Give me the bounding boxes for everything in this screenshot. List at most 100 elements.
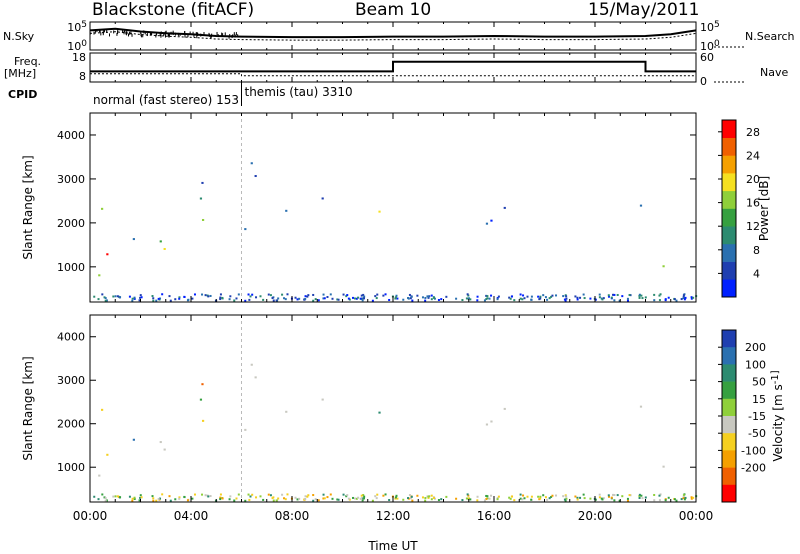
power-cell <box>307 294 310 297</box>
velocity-swatch <box>722 450 736 468</box>
velocity-cell <box>445 495 448 498</box>
power-cell <box>272 299 275 302</box>
velocity-cell <box>469 498 472 501</box>
velocity-cell <box>132 438 135 441</box>
velocity-cell <box>186 499 189 502</box>
velocity-cell <box>440 498 443 501</box>
freq-unit-label: [MHz] <box>4 67 37 80</box>
power-cell <box>684 296 687 299</box>
power-cell <box>244 228 247 231</box>
velocity-cell <box>131 497 134 500</box>
cpid-label: CPID <box>8 88 38 101</box>
power-cell <box>233 299 236 302</box>
velocity-cell <box>455 497 458 500</box>
power-cell <box>133 296 136 299</box>
velocity-cell <box>430 498 433 501</box>
velocity-cell <box>259 495 262 498</box>
velocity-cell <box>565 495 568 498</box>
power-cell <box>139 296 142 299</box>
power-cell <box>550 295 553 298</box>
power-cell <box>659 293 662 296</box>
power-cell <box>138 299 141 302</box>
power-cell <box>598 296 601 299</box>
power-cell <box>658 294 661 297</box>
noise-search-line <box>89 31 697 41</box>
power-cell <box>219 293 222 296</box>
velocity-cell <box>427 496 430 499</box>
velocity-cell <box>294 496 297 499</box>
velocity-cell <box>244 499 247 502</box>
velocity-cell <box>639 405 643 408</box>
velocity-cell <box>201 419 205 422</box>
power-cell <box>612 293 615 296</box>
power-swatch <box>722 173 736 192</box>
power-cell <box>347 297 350 300</box>
velocity-cell <box>607 494 610 497</box>
power-cell <box>104 297 107 300</box>
velocity-cell <box>410 495 413 498</box>
velocity-swatch <box>722 484 736 503</box>
power-cell <box>539 297 542 300</box>
power-swatch <box>722 261 736 280</box>
velocity-cell <box>161 493 164 496</box>
power-swatch <box>722 279 736 298</box>
power-colorbar-label: Power [dB] <box>757 176 771 241</box>
power-cell <box>116 295 119 298</box>
power-cell <box>105 299 108 302</box>
power-cell <box>530 298 533 301</box>
power-cell <box>408 293 411 296</box>
power-cell <box>283 297 286 300</box>
xtick-label: 00:00 <box>73 509 108 523</box>
power-cell <box>521 298 524 301</box>
noise-tick-left: 105 <box>67 20 87 34</box>
velocity-cell <box>221 497 224 500</box>
power-cell <box>352 296 355 299</box>
power-cell <box>546 298 549 301</box>
velocity-cell <box>359 497 362 500</box>
power-cell <box>589 297 592 300</box>
velocity-cell <box>682 494 685 497</box>
velocity-swatch <box>722 467 736 486</box>
power-cell <box>485 294 488 297</box>
nsearch-label: N.Search <box>745 30 795 43</box>
power-cell <box>513 299 516 302</box>
velocity-cell <box>542 494 545 497</box>
velocity-colorbar-tick-label: 200 <box>745 341 766 354</box>
power-cell <box>476 295 479 298</box>
power-cell <box>598 293 601 296</box>
power-cell <box>133 297 136 300</box>
power-cell <box>653 293 656 296</box>
power-cell <box>490 294 493 297</box>
power-cell <box>255 296 258 299</box>
power-cell <box>664 299 667 302</box>
velocity-cell <box>576 498 579 501</box>
velocity-cell <box>133 497 136 500</box>
velocity-swatch <box>722 398 736 417</box>
velocity-cell <box>103 496 106 499</box>
velocity-cell <box>576 496 579 499</box>
velocity-cell <box>133 496 136 499</box>
velocity-cell <box>613 494 616 497</box>
velocity-cell <box>342 493 345 496</box>
xtick-label: 16:00 <box>477 509 512 523</box>
power-frame <box>89 112 697 303</box>
power-cell <box>616 293 619 296</box>
power-swatch <box>722 226 736 245</box>
power-cell <box>522 294 525 297</box>
power-cell <box>178 296 181 299</box>
power-cell <box>237 293 240 296</box>
power-cell <box>219 298 222 301</box>
velocity-cell <box>682 495 685 498</box>
power-cell <box>641 297 644 300</box>
power-colorbar-tick-label: 24 <box>746 149 760 162</box>
power-cell <box>98 274 101 277</box>
velocity-cell <box>306 495 309 498</box>
power-cell <box>607 294 610 297</box>
velocity-cell <box>523 497 526 500</box>
power-cell <box>427 295 430 298</box>
velocity-cell <box>371 499 374 502</box>
velocity-cell <box>119 496 122 499</box>
power-cell <box>548 297 551 300</box>
velocity-swatch <box>722 433 736 451</box>
